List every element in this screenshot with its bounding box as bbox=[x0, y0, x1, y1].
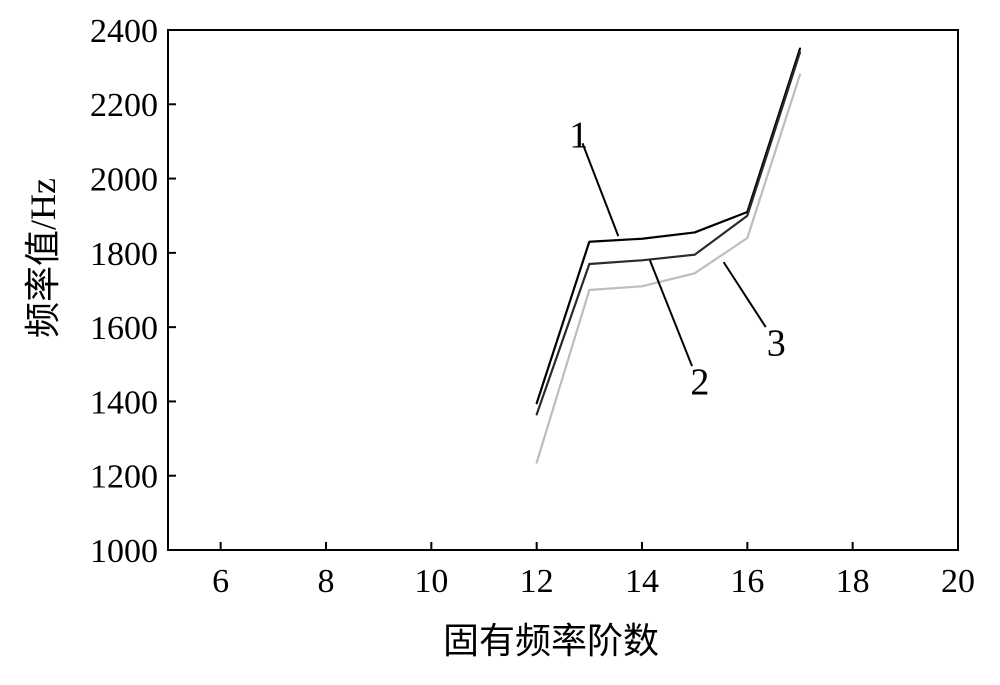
y-tick-label: 1200 bbox=[90, 459, 158, 496]
y-tick-label: 2200 bbox=[90, 87, 158, 124]
annotation-label: 3 bbox=[767, 322, 786, 364]
x-axis-label: 固有频率阶数 bbox=[443, 612, 659, 664]
x-tick-label: 10 bbox=[414, 563, 448, 600]
x-tick-label: 18 bbox=[836, 563, 870, 600]
x-tick-label: 12 bbox=[520, 563, 554, 600]
y-tick-label: 2400 bbox=[90, 13, 158, 50]
x-tick-label: 8 bbox=[318, 563, 335, 600]
chart-container: 6810121416182010001200140016001800200022… bbox=[0, 0, 1000, 685]
x-tick-label: 16 bbox=[730, 563, 764, 600]
y-tick-label: 1000 bbox=[90, 533, 158, 570]
x-tick-label: 6 bbox=[212, 563, 229, 600]
x-tick-label: 20 bbox=[941, 563, 975, 600]
y-tick-label: 1400 bbox=[90, 384, 158, 421]
y-tick-label: 1800 bbox=[90, 236, 158, 273]
annotation-label: 1 bbox=[569, 114, 588, 156]
y-tick-label: 2000 bbox=[90, 161, 158, 198]
y-axis-label: 频率值/Hz bbox=[14, 258, 66, 338]
line-chart: 6810121416182010001200140016001800200022… bbox=[0, 0, 1000, 685]
y-tick-label: 1600 bbox=[90, 310, 158, 347]
annotation-label: 2 bbox=[690, 361, 709, 403]
x-tick-label: 14 bbox=[625, 563, 659, 600]
